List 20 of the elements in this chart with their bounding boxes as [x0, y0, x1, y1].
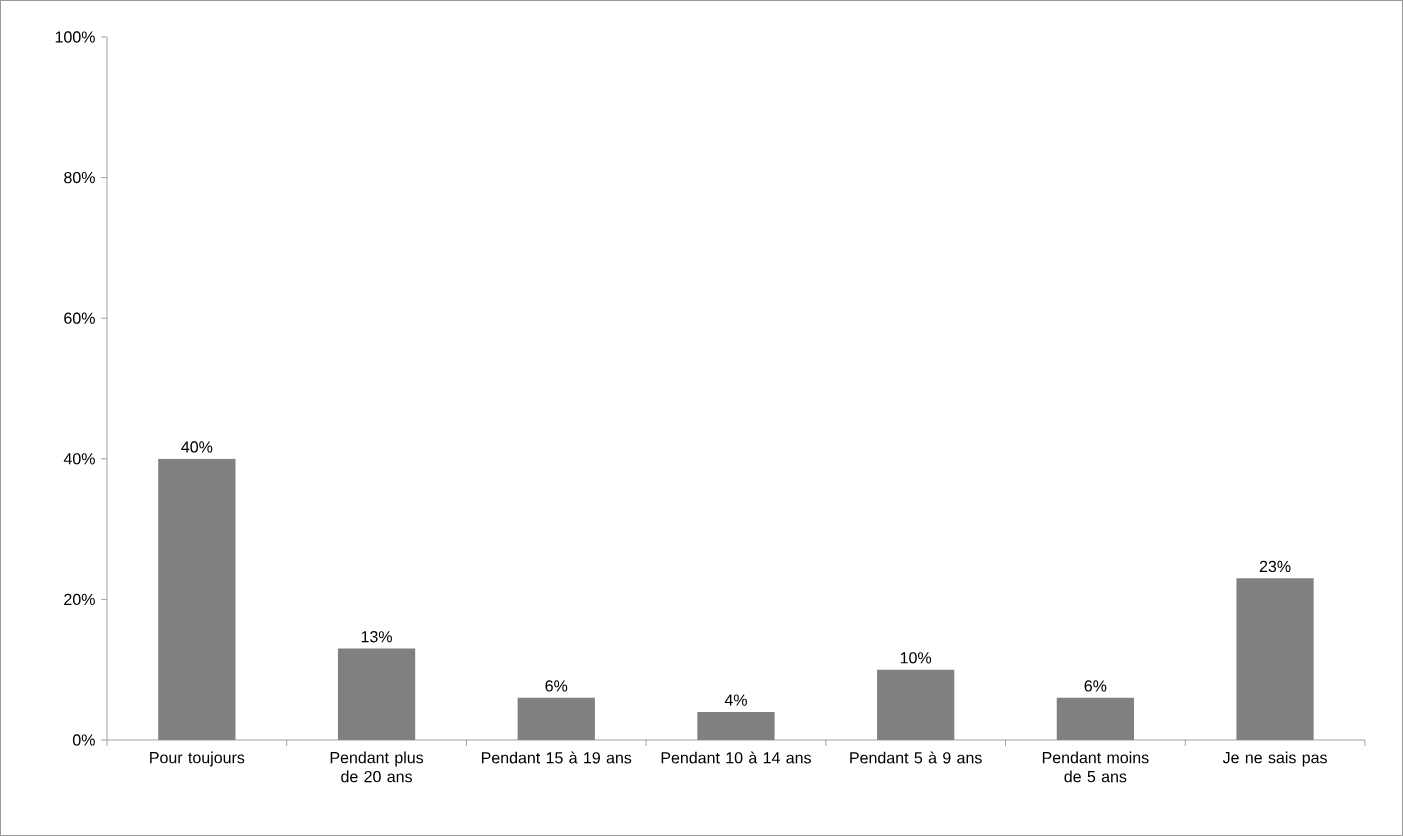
x-tick-label: Pour toujours — [150, 751, 245, 767]
data-label: 10% — [900, 652, 932, 664]
data-label: 23% — [1259, 560, 1291, 573]
y-tick-label: 20% — [64, 593, 95, 606]
data-label: 13% — [361, 631, 392, 643]
x-tick-label: Pendant plus de 20 ans — [330, 751, 424, 783]
x-tick-label: Pendant 15 à 19 ans — [481, 751, 632, 764]
x-tick-label: Pendant moins de 5 ans — [1042, 751, 1149, 783]
y-tick-label: 80% — [64, 171, 95, 184]
x-tick-label: Je ne sais pas — [1222, 751, 1327, 767]
data-label: 6% — [1084, 680, 1107, 692]
y-tick-label: 100% — [55, 31, 95, 43]
data-label: 40% — [181, 441, 213, 453]
x-tick-label: Pendant 5 à 9 ans — [850, 751, 982, 764]
y-tick-label: 40% — [63, 453, 95, 465]
data-label: 4% — [724, 694, 747, 706]
data-label: 6% — [545, 680, 568, 692]
y-tick-label: 0% — [72, 734, 95, 746]
y-tick-label: 60% — [64, 312, 95, 324]
x-tick-label: Pendant 10 à 14 ans — [661, 751, 811, 764]
